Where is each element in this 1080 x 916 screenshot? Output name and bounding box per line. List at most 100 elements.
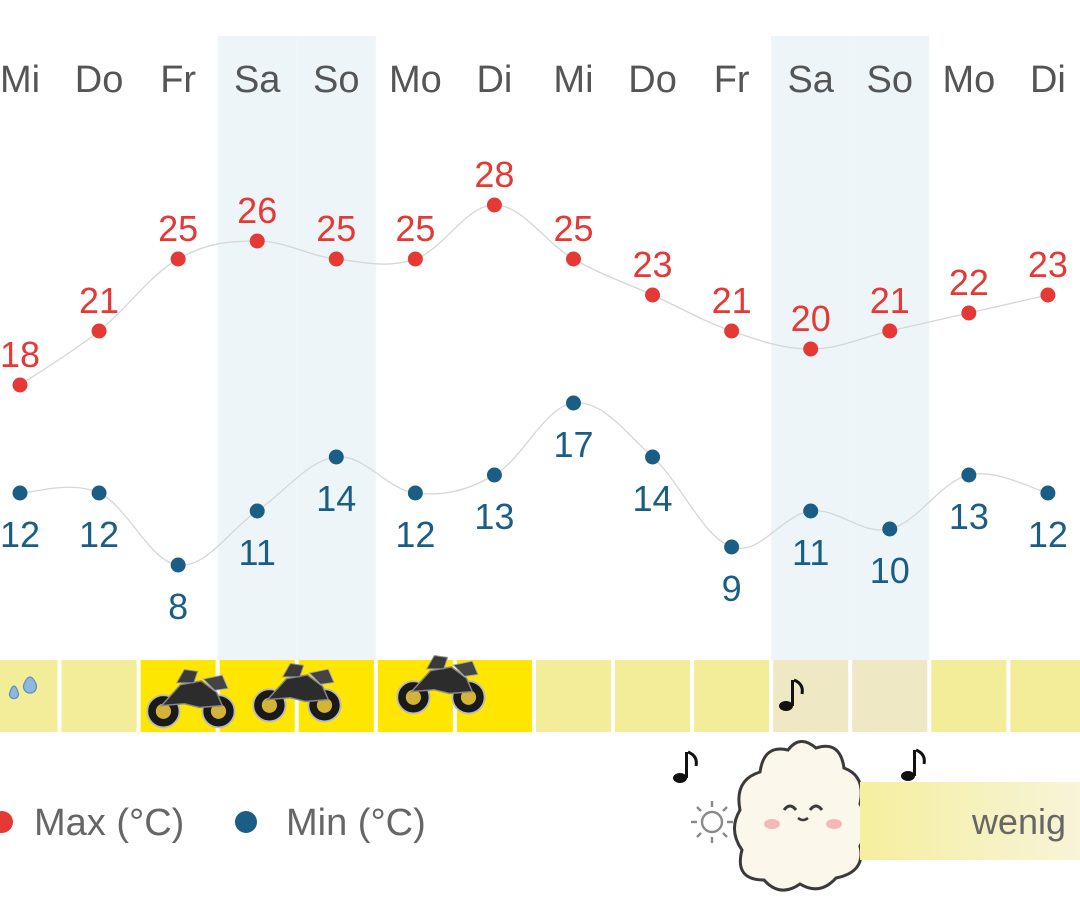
sun-strip-cell bbox=[852, 660, 928, 732]
max-point bbox=[1040, 287, 1056, 303]
sun-legend-label: wenig bbox=[971, 801, 1066, 842]
weekend-band bbox=[850, 36, 930, 660]
motorcycle-icon bbox=[252, 662, 342, 723]
min-value-label: 8 bbox=[168, 586, 188, 627]
min-value-label: 12 bbox=[0, 514, 40, 555]
stickers bbox=[146, 654, 926, 892]
min-value-label: 9 bbox=[722, 568, 742, 609]
min-value-label: 12 bbox=[79, 514, 119, 555]
max-value-label: 21 bbox=[870, 280, 910, 321]
min-value-label: 14 bbox=[316, 478, 356, 519]
day-label: So bbox=[313, 59, 359, 101]
min-value-label: 10 bbox=[870, 550, 910, 591]
day-label: Mi bbox=[553, 59, 593, 101]
max-value-label: 21 bbox=[79, 280, 119, 321]
max-point bbox=[882, 323, 898, 339]
max-point bbox=[170, 251, 186, 267]
day-label: Di bbox=[1030, 59, 1066, 101]
min-value-label: 12 bbox=[1028, 514, 1068, 555]
day-label: Di bbox=[476, 59, 512, 101]
min-value-label: 17 bbox=[553, 424, 593, 465]
sun-strip-cell bbox=[615, 660, 691, 732]
weekend-band bbox=[217, 36, 297, 660]
min-point bbox=[249, 503, 265, 519]
sun-strip-cell bbox=[61, 660, 137, 732]
max-value-label: 25 bbox=[395, 208, 435, 249]
day-label: Sa bbox=[234, 59, 281, 101]
max-point bbox=[565, 251, 581, 267]
legend-min-marker bbox=[235, 811, 257, 833]
sun-strip-cell bbox=[773, 660, 849, 732]
day-label: Mo bbox=[389, 59, 442, 101]
sun-strip-cell bbox=[931, 660, 1007, 732]
max-point bbox=[12, 377, 28, 393]
min-point bbox=[882, 521, 898, 537]
value-labels: 18 21 25 26 25 25 28 25 23 21 20 21 22 23 12 12 8 11 14 12 1… bbox=[0, 154, 1068, 627]
min-point bbox=[170, 557, 186, 573]
min-value-label: 14 bbox=[633, 478, 673, 519]
legend-max-marker bbox=[0, 811, 13, 833]
max-point bbox=[328, 251, 344, 267]
rain-icon bbox=[8, 676, 38, 700]
min-point bbox=[91, 485, 107, 501]
day-label: Mo bbox=[942, 59, 995, 101]
min-point bbox=[328, 449, 344, 465]
max-value-label: 23 bbox=[633, 244, 673, 285]
max-value-label: 21 bbox=[712, 280, 752, 321]
sun-icon bbox=[691, 801, 733, 843]
motorcycle-icon bbox=[146, 668, 236, 729]
day-labels: Mi Do Fr Sa So Mo Di Mi Do Fr Sa So Mo Di bbox=[0, 59, 1066, 101]
day-label: Fr bbox=[160, 59, 196, 101]
max-point bbox=[961, 305, 977, 321]
legend-max-label: Max (°C) bbox=[34, 802, 184, 844]
sun-strip bbox=[0, 660, 1080, 732]
sun-strip-cell bbox=[1010, 660, 1080, 732]
sun-strip-cell bbox=[0, 660, 58, 732]
day-label: So bbox=[867, 59, 913, 101]
max-point bbox=[407, 251, 423, 267]
min-point bbox=[645, 449, 661, 465]
min-value-label: 13 bbox=[949, 496, 989, 537]
max-value-label: 25 bbox=[316, 208, 356, 249]
day-label: Do bbox=[75, 59, 124, 101]
min-point bbox=[407, 485, 423, 501]
min-point bbox=[803, 503, 819, 519]
max-point bbox=[724, 323, 740, 339]
min-point bbox=[724, 539, 740, 555]
min-point bbox=[12, 485, 28, 501]
max-point bbox=[249, 233, 265, 249]
max-value-label: 26 bbox=[237, 190, 277, 231]
cloud-bunny-icon bbox=[733, 740, 869, 892]
min-point bbox=[565, 395, 581, 411]
series-points bbox=[12, 197, 1056, 573]
min-point bbox=[486, 467, 502, 483]
min-point bbox=[1040, 485, 1056, 501]
max-value-label: 18 bbox=[0, 334, 40, 375]
min-value-label: 13 bbox=[474, 496, 514, 537]
music-note-icon bbox=[901, 748, 926, 781]
max-point bbox=[486, 197, 502, 213]
weekend-band bbox=[296, 36, 376, 660]
day-label: Sa bbox=[787, 59, 834, 101]
day-label: Do bbox=[628, 59, 677, 101]
motorcycle-icon bbox=[396, 654, 486, 715]
sun-legend: wenig bbox=[691, 782, 1080, 860]
day-label: Mi bbox=[0, 59, 40, 101]
music-note-icon bbox=[673, 750, 698, 783]
legend: Max (°C) Min (°C) bbox=[0, 802, 426, 844]
min-line bbox=[19, 402, 1049, 566]
min-point bbox=[961, 467, 977, 483]
max-value-label: 25 bbox=[553, 208, 593, 249]
max-value-label: 20 bbox=[791, 298, 831, 339]
max-point bbox=[91, 323, 107, 339]
max-point bbox=[803, 341, 819, 357]
sun-legend-bar bbox=[860, 782, 1080, 860]
min-value-label: 11 bbox=[792, 532, 829, 573]
min-value-label: 11 bbox=[239, 532, 276, 573]
max-value-label: 22 bbox=[949, 262, 989, 303]
day-label: Fr bbox=[714, 59, 750, 101]
max-point bbox=[645, 287, 661, 303]
sun-strip-cell bbox=[535, 660, 612, 732]
music-note-icon bbox=[779, 678, 804, 711]
